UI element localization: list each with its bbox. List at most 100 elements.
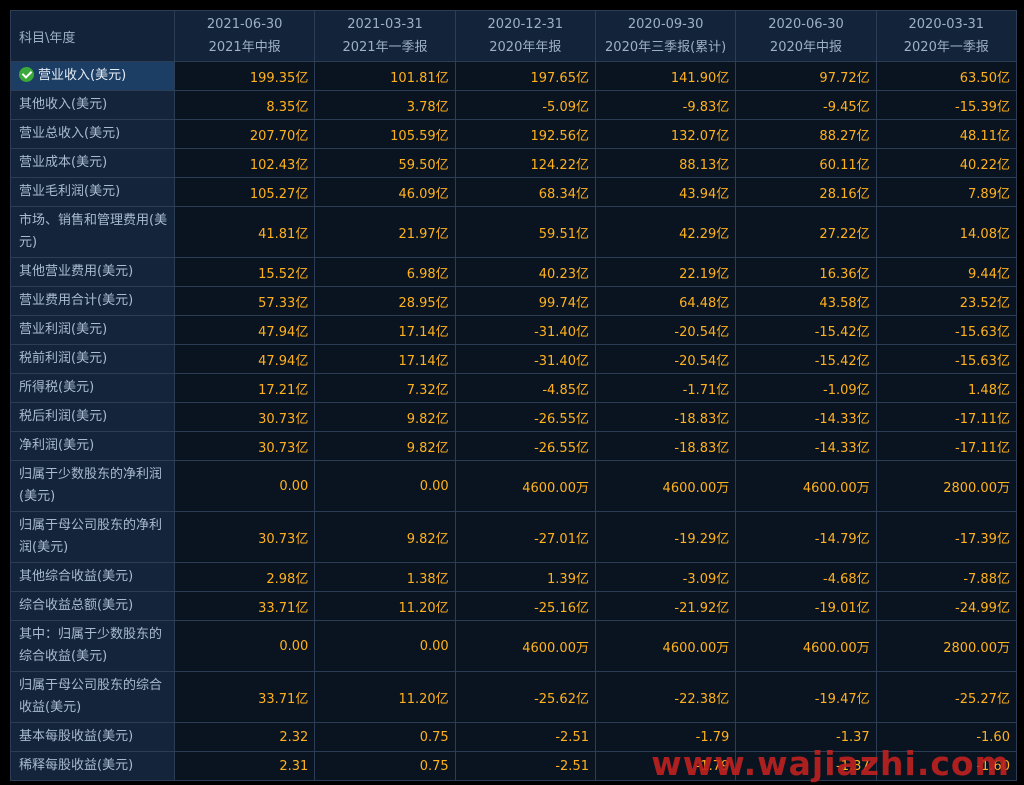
table-row[interactable]: 综合收益总额(美元) 33.71亿 11.20亿 -25.16亿 -21.92亿 -19.… <box>10 591 1017 621</box>
row-label-text: 其他营业费用(美元) <box>19 264 134 279</box>
cell-value: -19.47亿 <box>735 671 877 723</box>
row-label[interactable]: 营业成本(美元) <box>10 148 175 178</box>
column-header[interactable]: 2020-12-31 2020年年报 <box>454 10 596 62</box>
table-row[interactable]: 归属于母公司股东的综合收益(美元) 33.71亿 11.20亿 -25.62亿 -22.… <box>10 671 1017 723</box>
cell-value: 27.22亿 <box>735 206 877 258</box>
row-label[interactable]: 其他收入(美元) <box>10 90 175 120</box>
table-row[interactable]: 营业费用合计(美元) 57.33亿 28.95亿 99.74亿 64.48亿 43.58亿… <box>10 286 1017 316</box>
cell-value: 17.21亿 <box>173 373 316 403</box>
cell-value: -2.51 <box>454 751 596 781</box>
cell-value: 43.58亿 <box>735 286 877 316</box>
row-label[interactable]: 归属于母公司股东的净利润(美元) <box>10 511 175 563</box>
cell-value: 4600.00万 <box>454 460 596 512</box>
cell-value: 47.94亿 <box>173 344 316 374</box>
table-row[interactable]: 营业毛利润(美元) 105.27亿 46.09亿 68.34亿 43.94亿 28.16亿… <box>10 177 1017 207</box>
cell-value: -5.09亿 <box>454 90 596 120</box>
header-row: 科目\年度 2021-06-30 2021年中报 2021-03-31 2021年一… <box>10 10 1017 62</box>
cell-value: 30.73亿 <box>173 431 316 461</box>
table-row[interactable]: 税后利润(美元) 30.73亿 9.82亿 -26.55亿 -18.83亿 -14.33亿… <box>10 402 1017 432</box>
row-label[interactable]: 其他营业费用(美元) <box>10 257 175 287</box>
row-label[interactable]: 其中：归属于少数股东的综合收益(美元) <box>10 620 175 672</box>
cell-value: 207.70亿 <box>173 119 316 149</box>
cell-value: -27.01亿 <box>454 511 596 563</box>
cell-value: -17.11亿 <box>875 431 1017 461</box>
cell-value: -1.71亿 <box>594 373 737 403</box>
row-label-text: 市场、销售和管理费用(美元) <box>19 213 168 250</box>
row-label[interactable]: 市场、销售和管理费用(美元) <box>10 206 175 258</box>
table-row[interactable]: 其他综合收益(美元) 2.98亿 1.38亿 1.39亿 -3.09亿 -4.68亿 -7.… <box>10 562 1017 592</box>
column-period: 2021年中报 <box>208 40 281 55</box>
cell-value: -20.54亿 <box>594 315 737 345</box>
cell-value: -14.79亿 <box>735 511 877 563</box>
cell-value: 47.94亿 <box>173 315 316 345</box>
row-label[interactable]: 基本每股收益(美元) <box>10 722 175 752</box>
cell-value: 41.81亿 <box>173 206 316 258</box>
row-label[interactable]: 综合收益总额(美元) <box>10 591 175 621</box>
row-label[interactable]: 稀释每股收益(美元) <box>10 751 175 781</box>
cell-value: -19.29亿 <box>594 511 737 563</box>
row-label[interactable]: 营业总收入(美元) <box>10 119 175 149</box>
table-row[interactable]: 其他收入(美元) 8.35亿 3.78亿 -5.09亿 -9.83亿 -9.45亿 -15.… <box>10 90 1017 120</box>
row-label[interactable]: 税前利润(美元) <box>10 344 175 374</box>
table-row[interactable]: 市场、销售和管理费用(美元) 41.81亿 21.97亿 59.51亿 42.29亿 27… <box>10 206 1017 258</box>
row-label[interactable]: 营业毛利润(美元) <box>10 177 175 207</box>
row-label-text: 营业利润(美元) <box>19 322 108 337</box>
table-row[interactable]: 营业收入(美元) 199.35亿 101.81亿 197.65亿 141.90亿 97.7… <box>10 61 1017 91</box>
row-label-text: 营业成本(美元) <box>19 155 108 170</box>
row-label-text: 所得税(美元) <box>19 380 95 395</box>
table-row[interactable]: 归属于母公司股东的净利润(美元) 30.73亿 9.82亿 -27.01亿 -19.29… <box>10 511 1017 563</box>
cell-value: -4.68亿 <box>735 562 877 592</box>
cell-value: 22.19亿 <box>594 257 737 287</box>
cell-value: -20.54亿 <box>594 344 737 374</box>
table-row[interactable]: 归属于少数股东的净利润(美元) 0.00 0.00 4600.00万 4600.00万 4… <box>10 460 1017 512</box>
cell-value: 1.39亿 <box>454 562 596 592</box>
cell-value: 59.50亿 <box>314 148 456 178</box>
cell-value: -1.09亿 <box>735 373 877 403</box>
row-label[interactable]: 净利润(美元) <box>10 431 175 461</box>
row-label[interactable]: 营业费用合计(美元) <box>10 286 175 316</box>
column-header[interactable]: 2021-03-31 2021年一季报 <box>314 10 456 62</box>
cell-value: 28.95亿 <box>314 286 456 316</box>
table-row[interactable]: 所得税(美元) 17.21亿 7.32亿 -4.85亿 -1.71亿 -1.09亿 1.48… <box>10 373 1017 403</box>
cell-value: -3.09亿 <box>594 562 737 592</box>
table-row[interactable]: 营业成本(美元) 102.43亿 59.50亿 124.22亿 88.13亿 60.11亿… <box>10 148 1017 178</box>
row-label-text: 税前利润(美元) <box>19 351 108 366</box>
cell-value: 0.00 <box>173 460 316 512</box>
cell-value: 33.71亿 <box>173 591 316 621</box>
cell-value: 0.00 <box>173 620 316 672</box>
cell-value: 21.97亿 <box>314 206 456 258</box>
cell-value: 63.50亿 <box>875 61 1017 91</box>
table-row[interactable]: 净利润(美元) 30.73亿 9.82亿 -26.55亿 -18.83亿 -14.33亿 -… <box>10 431 1017 461</box>
row-label-text: 归属于少数股东的净利润(美元) <box>19 467 163 504</box>
column-header[interactable]: 2020-06-30 2020年中报 <box>735 10 877 62</box>
row-label[interactable]: 所得税(美元) <box>10 373 175 403</box>
cell-value: 97.72亿 <box>735 61 877 91</box>
row-label[interactable]: 归属于少数股东的净利润(美元) <box>10 460 175 512</box>
row-label-text: 基本每股收益(美元) <box>19 729 134 744</box>
table-row[interactable]: 营业总收入(美元) 207.70亿 105.59亿 192.56亿 132.07亿 88.… <box>10 119 1017 149</box>
cell-value: 105.59亿 <box>314 119 456 149</box>
cell-value: 0.00 <box>314 460 456 512</box>
cell-value: 33.71亿 <box>173 671 316 723</box>
cell-value: 4600.00万 <box>735 460 877 512</box>
table-row[interactable]: 营业利润(美元) 47.94亿 17.14亿 -31.40亿 -20.54亿 -15.42… <box>10 315 1017 345</box>
row-label[interactable]: 营业收入(美元) <box>10 61 175 91</box>
cell-value: 0.00 <box>314 620 456 672</box>
column-header[interactable]: 2020-03-31 2020年一季报 <box>875 10 1017 62</box>
table-row[interactable]: 税前利润(美元) 47.94亿 17.14亿 -31.40亿 -20.54亿 -15.42… <box>10 344 1017 374</box>
cell-value: 192.56亿 <box>454 119 596 149</box>
row-label[interactable]: 其他综合收益(美元) <box>10 562 175 592</box>
table-row[interactable]: 其他营业费用(美元) 15.52亿 6.98亿 40.23亿 22.19亿 16.36亿 9… <box>10 257 1017 287</box>
cell-value: 11.20亿 <box>314 671 456 723</box>
row-label[interactable]: 归属于母公司股东的综合收益(美元) <box>10 671 175 723</box>
column-header[interactable]: 2021-06-30 2021年中报 <box>173 10 316 62</box>
table-row[interactable]: 基本每股收益(美元) 2.32 0.75 -2.51 -1.79 -1.37 -1.60 <box>10 722 1017 752</box>
table-row[interactable]: 其中：归属于少数股东的综合收益(美元) 0.00 0.00 4600.00万 4600.… <box>10 620 1017 672</box>
column-period: 2020年年报 <box>489 40 562 55</box>
row-label[interactable]: 税后利润(美元) <box>10 402 175 432</box>
row-label[interactable]: 营业利润(美元) <box>10 315 175 345</box>
table-row[interactable]: 稀释每股收益(美元) 2.31 0.75 -2.51 -1.79 -1.37 -1.60 <box>10 751 1017 781</box>
column-header[interactable]: 2020-09-30 2020年三季报(累计) <box>594 10 737 62</box>
row-label-text: 营业总收入(美元) <box>19 126 121 141</box>
cell-value: 1.48亿 <box>875 373 1017 403</box>
